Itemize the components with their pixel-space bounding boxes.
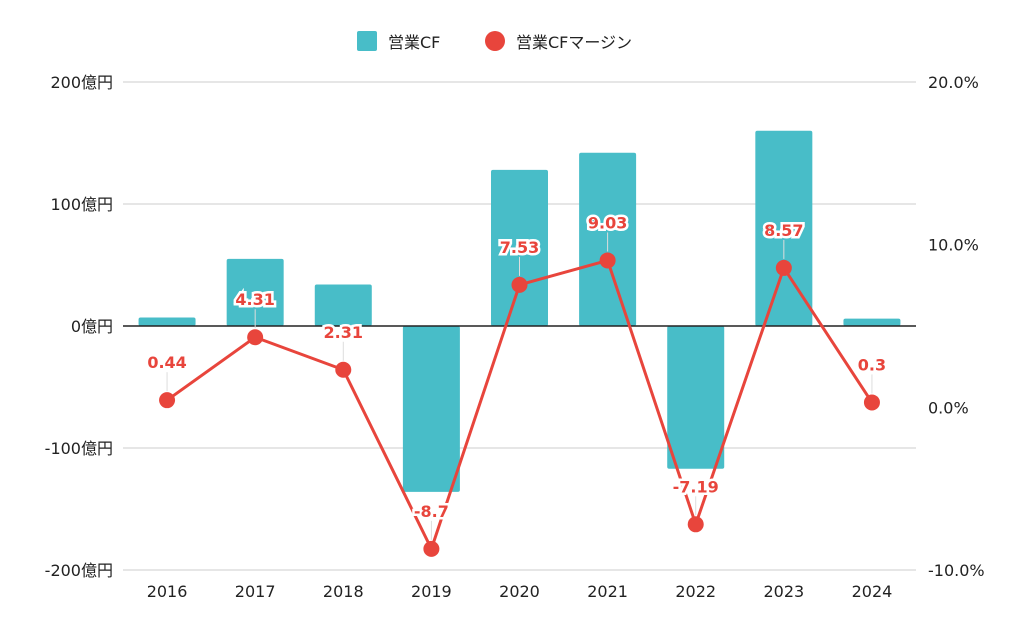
series-point <box>335 361 352 378</box>
series-point <box>511 276 528 293</box>
right-tick-label: -10.0% <box>928 561 985 580</box>
data-label: -7.19 <box>673 477 719 496</box>
bar <box>402 326 460 492</box>
data-label: 7.53 <box>500 238 539 257</box>
x-tick-label: 2024 <box>852 582 893 601</box>
data-label: 9.03 <box>588 213 627 232</box>
bar <box>755 130 813 326</box>
data-label: 8.57 <box>764 221 803 240</box>
x-tick-label: 2022 <box>675 582 716 601</box>
x-tick-label: 2020 <box>499 582 540 601</box>
left-tick-label: 200億円 <box>50 73 113 92</box>
legend-swatch-line <box>485 31 505 51</box>
bar <box>226 258 284 326</box>
series-point <box>775 259 792 276</box>
legend-label-line: 営業CFマージン <box>516 33 632 52</box>
x-axis: 2016 2017 2018 2019 2020 2021 2022 2023 2024 <box>147 582 893 601</box>
x-tick-label: 2023 <box>763 582 804 601</box>
x-tick-label: 2016 <box>147 582 188 601</box>
data-label: 4.31 <box>235 290 274 309</box>
data-label: 0.3 <box>858 355 886 374</box>
data-label: 2.31 <box>324 323 363 342</box>
bar-series <box>138 130 901 492</box>
data-label: 0.44 <box>147 353 186 372</box>
legend-swatch-bar <box>357 31 377 51</box>
series-point <box>687 516 704 533</box>
bar <box>491 169 548 326</box>
right-axis: 20.0% 10.0% 0.0% -10.0% <box>928 73 985 580</box>
bar <box>667 326 725 469</box>
series-point <box>423 540 440 557</box>
x-tick-label: 2021 <box>587 582 628 601</box>
data-labels: 0.44 4.31 2.31 -8.7 7.53 9.03 -7.19 8.57 0.3 <box>145 211 889 540</box>
bar <box>138 317 196 326</box>
series-point <box>159 392 176 409</box>
left-tick-label: 0億円 <box>71 317 113 336</box>
series-point <box>599 252 616 269</box>
data-label: -8.7 <box>414 502 449 521</box>
bar <box>843 318 901 326</box>
series-point <box>863 394 880 411</box>
right-tick-label: 20.0% <box>928 73 979 92</box>
legend: 営業CF 営業CFマージン <box>357 31 632 52</box>
bar <box>314 284 372 326</box>
legend-label-bar: 営業CF <box>388 33 440 52</box>
x-tick-label: 2019 <box>411 582 452 601</box>
left-tick-label: 100億円 <box>50 195 113 214</box>
left-axis: 200億円 100億円 0億円 -100億円 -200億円 <box>45 73 113 580</box>
right-tick-label: 10.0% <box>928 236 979 255</box>
right-tick-label: 0.0% <box>928 398 969 417</box>
x-tick-label: 2017 <box>235 582 276 601</box>
left-tick-label: -100億円 <box>45 439 113 458</box>
x-tick-label: 2018 <box>323 582 364 601</box>
series-point <box>247 329 264 346</box>
left-tick-label: -200億円 <box>45 561 113 580</box>
line-series <box>159 252 880 557</box>
